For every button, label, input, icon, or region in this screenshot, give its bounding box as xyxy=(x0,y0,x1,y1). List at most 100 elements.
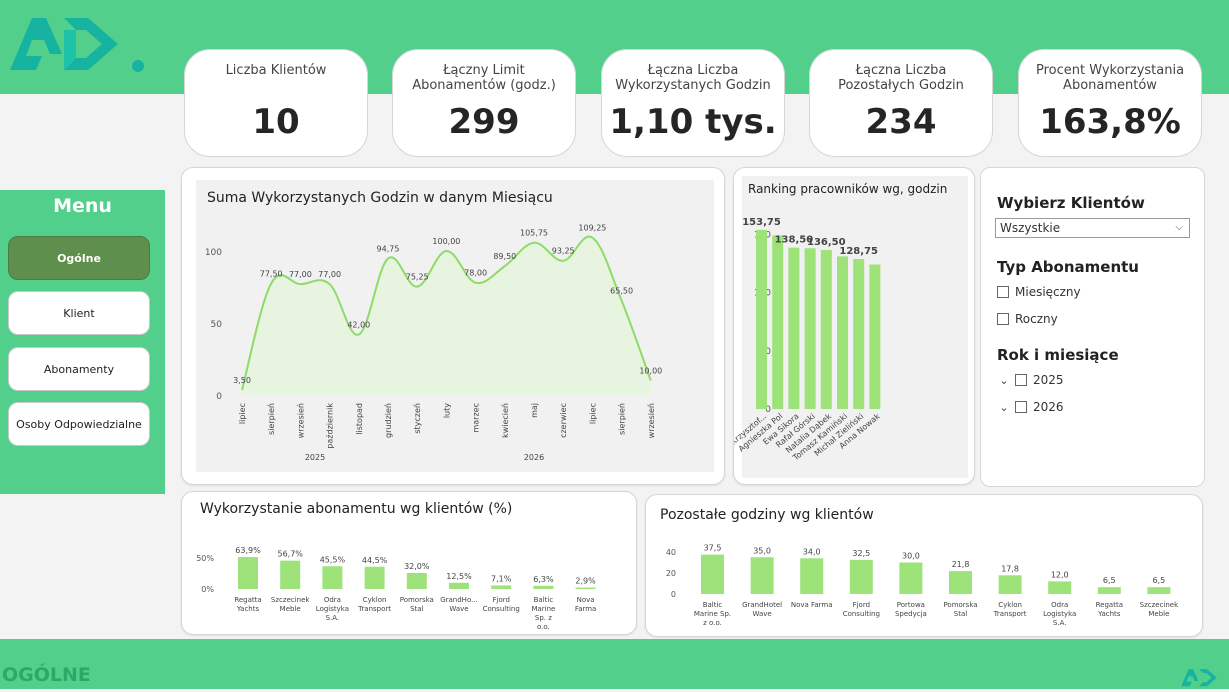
bar xyxy=(1097,587,1121,594)
remaining-hours-card: Pozostałe godziny wg klientów 0 20 40 37,5 B… xyxy=(645,494,1203,637)
x-tick-label: Regatta Yachts xyxy=(234,596,261,613)
data-label: 7,1% xyxy=(491,574,512,583)
x-tick-label: GrandHotel Wave xyxy=(742,601,782,618)
y-tick-label: 40 xyxy=(666,548,676,557)
data-label: 56,7% xyxy=(277,550,303,559)
kpi-label: Łączna Liczba Pozostałych Godzin xyxy=(838,63,964,93)
bar xyxy=(364,566,385,589)
data-label: 12,0 xyxy=(1051,570,1069,579)
data-label: 63,9% xyxy=(235,546,261,555)
x-tick-label: Baltic Marine Sp. z o.o. xyxy=(694,601,731,627)
bar xyxy=(575,587,596,589)
kpi-label: Łączna Liczba Wykorzystanych Godzin xyxy=(615,63,771,93)
x-tick-label: Odra Logistyka S.A. xyxy=(316,596,349,622)
x-tick-label: wrzesień xyxy=(647,403,656,438)
y-tick-label: 0 xyxy=(216,392,222,402)
y-tick-label: 50 xyxy=(211,320,223,330)
data-label: 10,00 xyxy=(639,367,662,376)
bar xyxy=(238,557,258,589)
type-option-label: Miesięczny xyxy=(1015,285,1081,299)
type-option-monthly[interactable]: Miesięczny xyxy=(997,285,1081,299)
bar xyxy=(772,235,784,409)
data-label: 6,5 xyxy=(1103,576,1116,585)
menu-button-osoby[interactable]: Osoby Odpowiedzialne xyxy=(8,402,150,446)
bar xyxy=(750,557,774,594)
client-usage-chart[interactable]: 50% 0% 63,9% Regatta Yachts 56,7% Szczecinek Me… xyxy=(182,492,638,636)
bar xyxy=(406,573,427,589)
type-option-yearly[interactable]: Roczny xyxy=(997,312,1058,326)
data-label: 17,8 xyxy=(1001,564,1019,573)
kpi-label: Procent Wykorzystania Abonamentów xyxy=(1035,63,1185,93)
bar xyxy=(800,558,824,594)
data-label: 128,75 xyxy=(839,246,878,257)
monthly-hours-card: Suma Wykorzystanych Godzin w danym Miesi… xyxy=(181,167,725,485)
menu-title: Menu xyxy=(53,195,112,217)
data-label: 109,25 xyxy=(578,224,606,233)
menu-button-abonamenty[interactable]: Abonamenty xyxy=(8,347,150,391)
data-label: 12,5% xyxy=(446,572,472,581)
year-option-label: 2025 xyxy=(1033,373,1064,387)
year-option-2026[interactable]: ⌄ 2026 xyxy=(997,400,1063,414)
kpi-value: 234 xyxy=(865,102,937,142)
y-tick-label: 50% xyxy=(196,554,214,563)
data-label: 6,5 xyxy=(1153,576,1166,585)
company-logo xyxy=(6,10,146,78)
bar xyxy=(998,575,1022,594)
year-group-label: 2025 xyxy=(305,453,325,462)
kpi-card-limit: Łączny Limit Abonamentów (godz.) 299 xyxy=(392,49,576,157)
expand-chevron-icon[interactable]: ⌄ xyxy=(999,400,1009,414)
data-label: 78,00 xyxy=(464,269,487,278)
data-label: 34,0 xyxy=(803,547,821,556)
bar xyxy=(701,554,724,594)
checkbox[interactable] xyxy=(1015,401,1027,413)
x-tick-label: lipiec xyxy=(588,403,597,424)
year-option-2025[interactable]: ⌄ 2025 xyxy=(997,373,1064,387)
data-label: 136,50 xyxy=(807,237,846,248)
series-line xyxy=(241,235,652,391)
data-label: 65,50 xyxy=(610,287,633,296)
x-tick-label: Portowa Spedycja xyxy=(895,601,927,618)
chevron-down-icon: ⌵ xyxy=(1175,222,1183,233)
year-group-label: 2026 xyxy=(524,453,544,462)
x-tick-label: lipiec xyxy=(238,403,247,424)
x-tick-label: wrzesień xyxy=(296,403,305,438)
data-label: 138,50 xyxy=(775,235,814,246)
x-tick-label: sierpień xyxy=(267,403,276,435)
bar xyxy=(756,229,767,409)
client-usage-title: Wykorzystanie abonamentu wg klientów (%) xyxy=(200,501,513,517)
employee-ranking-card: Ranking pracowników wg, godzin 050100150… xyxy=(733,167,975,485)
checkbox[interactable] xyxy=(1015,374,1027,386)
type-option-label: Roczny xyxy=(1015,312,1058,326)
y-tick-label: 0 xyxy=(765,405,771,415)
menu-button-klient[interactable]: Klient xyxy=(8,291,150,335)
data-label: 2,9% xyxy=(575,577,596,586)
clients-dropdown[interactable]: Wszystkie ⌵ xyxy=(995,218,1190,238)
data-label: 153,75 xyxy=(742,217,781,228)
y-tick-label: 0% xyxy=(201,585,214,594)
series-area xyxy=(242,236,651,395)
x-tick-label: Fjord Consulting xyxy=(483,596,520,613)
bar xyxy=(804,248,816,409)
bar xyxy=(1147,587,1171,594)
x-tick-label: Regatta Yachts xyxy=(1096,601,1123,618)
y-tick-label: 0 xyxy=(671,590,676,599)
data-label: 35,0 xyxy=(753,546,771,555)
x-tick-label: Cyklon Transport xyxy=(357,596,391,613)
data-label: 21,8 xyxy=(952,560,970,569)
x-tick-label: Odra Logistyka S.A. xyxy=(1043,601,1076,627)
menu-button-ogolne[interactable]: Ogólne xyxy=(8,236,150,280)
bar xyxy=(280,560,301,589)
data-label: 77,00 xyxy=(318,270,341,279)
bar xyxy=(788,247,800,409)
kpi-card-used-hours: Łączna Liczba Wykorzystanych Godzin 1,10… xyxy=(601,49,785,157)
data-label: 32,5 xyxy=(852,549,870,558)
remaining-hours-chart[interactable]: 0 20 40 37,5 Baltic Marine Sp. z o.o. 35,0 Grand… xyxy=(646,495,1204,638)
expand-chevron-icon[interactable]: ⌄ xyxy=(999,373,1009,387)
data-label: 42,00 xyxy=(347,321,370,330)
bar xyxy=(322,566,343,589)
x-tick-label: kwiecień xyxy=(501,403,510,438)
checkbox[interactable] xyxy=(997,313,1009,325)
checkbox[interactable] xyxy=(997,286,1009,298)
monthly-hours-chart[interactable]: 0 50 100 3,50 lipiec 77,50 sierpień 77,00 wrzesi… xyxy=(182,168,726,486)
